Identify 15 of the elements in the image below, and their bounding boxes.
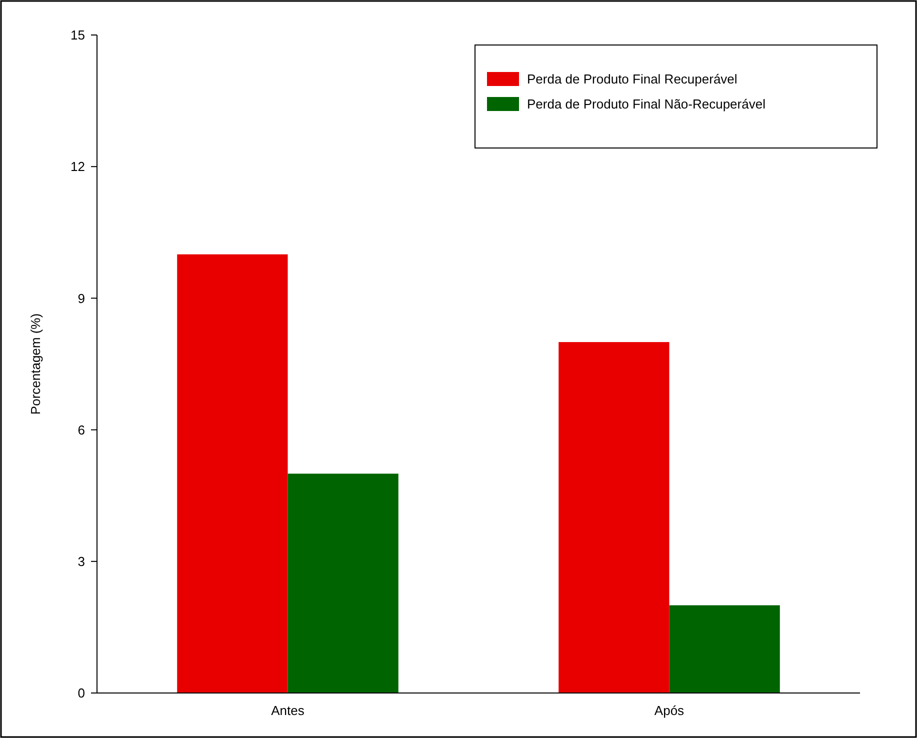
y-tick-label: 0 [78,686,85,701]
x-tick-label: Após [654,703,685,718]
y-tick-label: 15 [70,28,85,43]
y-tick-label: 6 [78,422,85,438]
bar [558,342,670,693]
y-tick-label: 9 [78,290,85,306]
y-tick-label: 12 [70,159,85,174]
bar [669,605,780,693]
y-tick-label: 3 [78,554,85,569]
bar [288,474,398,693]
legend-label: Perda de Produto Final Recuperável [527,72,738,87]
bar [177,254,288,693]
y-axis-title: Porcentagem (%) [28,313,43,415]
x-tick-label: Antes [271,703,305,718]
legend-label: Perda de Produto Final Não-Recuperável [527,96,766,112]
